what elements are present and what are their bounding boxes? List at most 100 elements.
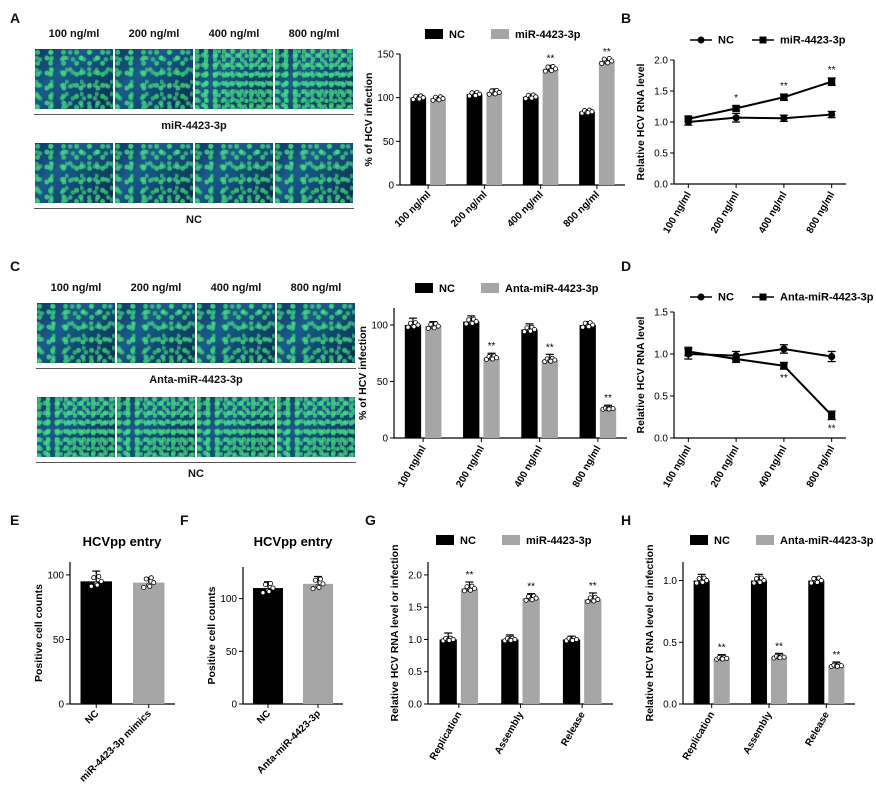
data-point-G — [512, 636, 518, 642]
bar-G — [584, 599, 602, 704]
bar-A — [542, 68, 559, 185]
data-point-H — [808, 580, 814, 586]
data-point-A — [523, 96, 529, 102]
divider — [34, 114, 354, 115]
data-point-H — [757, 579, 763, 585]
y-tick-label-G: 0.0 — [408, 700, 422, 711]
panel-label-b: B — [621, 10, 632, 26]
bar-F — [253, 588, 283, 704]
data-point-H — [724, 655, 730, 661]
data-point-G — [595, 596, 601, 602]
bar-H — [771, 657, 788, 704]
divider — [34, 208, 354, 209]
significance-mark-H: ** — [832, 650, 840, 661]
micro-a-col-2: 200 ng/ml — [128, 28, 180, 40]
x-tick-label-H: Release — [803, 710, 832, 749]
significance-mark-D: ** — [780, 373, 788, 384]
data-point-C — [435, 323, 441, 329]
significance-mark-D: ** — [828, 424, 836, 435]
bar-H — [693, 580, 710, 704]
data-point-D — [828, 411, 836, 419]
bar-G — [439, 639, 457, 704]
y-tick-label-G: 1.0 — [408, 635, 422, 646]
legend-marker-D — [697, 293, 705, 301]
micrograph-tile — [114, 142, 194, 204]
bar-C — [521, 329, 538, 438]
data-point-E — [88, 583, 94, 589]
y-axis-label-H: Relative HCV RNA level or infection — [644, 545, 656, 722]
data-point-F — [262, 582, 268, 588]
significance-mark-B: * — [734, 93, 738, 104]
bar-G — [460, 588, 479, 704]
data-point-A — [476, 91, 482, 97]
x-tick-label-H: Assembly — [741, 710, 774, 757]
data-point-A — [492, 91, 498, 97]
legend-label-C: Anta-miR-4423-3p — [505, 283, 599, 295]
data-point-B — [828, 110, 836, 119]
legend-label-G: NC — [460, 535, 476, 547]
data-point-E — [148, 575, 154, 581]
data-point-C — [490, 356, 496, 362]
data-point-E — [151, 580, 157, 586]
data-point-G — [591, 598, 597, 604]
data-point-G — [523, 597, 529, 603]
legend-label-D: Anta-miR-4423-3p — [780, 292, 874, 304]
y-axis-label-C: % of HCV infection — [357, 326, 369, 420]
bar-C — [404, 324, 422, 438]
y-tick-label-G: 0.5 — [408, 667, 422, 678]
legend-marker-B — [759, 36, 767, 44]
micrograph-tile — [194, 48, 274, 110]
data-point-C — [431, 325, 437, 331]
data-point-E — [147, 583, 153, 589]
data-point-G — [467, 587, 473, 593]
y-tick-label-H: 1.0 — [663, 576, 677, 587]
data-point-A — [589, 109, 595, 115]
x-tick-label-G: Replication — [428, 710, 464, 762]
y-tick-label-E: 0 — [58, 700, 64, 711]
y-tick-label-G: 2.0 — [408, 570, 422, 581]
data-point-A — [472, 93, 478, 99]
y-tick-label-B: 0.5 — [654, 149, 668, 160]
data-point-A — [601, 56, 607, 62]
data-point-C — [425, 325, 431, 331]
panel-label-h: H — [621, 512, 632, 528]
data-point-D — [780, 362, 788, 370]
data-point-G — [529, 597, 535, 603]
legend-label-G: miR-4423-3p — [526, 535, 592, 547]
series-line-D — [688, 350, 833, 417]
significance-mark-B: ** — [828, 65, 836, 76]
data-point-F — [316, 584, 322, 590]
micrograph-tile — [116, 302, 196, 364]
bar-C — [483, 357, 500, 438]
x-tick-label-G: Release — [559, 710, 588, 749]
x-tick-label-A: 200 ng/ml — [449, 189, 490, 230]
data-point-E — [94, 582, 100, 588]
data-point-H — [694, 580, 700, 586]
x-tick-label-E: NC — [83, 708, 101, 726]
data-point-H — [696, 576, 702, 582]
data-point-H — [781, 654, 787, 660]
significance-mark-G: ** — [589, 581, 597, 592]
micrograph-tile — [114, 48, 194, 110]
divider — [36, 462, 356, 463]
chart-title-F: HCVpp entry — [254, 534, 334, 549]
series-line-B — [688, 80, 832, 120]
y-tick-label-F: 100 — [220, 594, 237, 605]
micrograph-tile — [36, 396, 116, 458]
x-tick-label-C: 800 ng/ml — [571, 444, 604, 490]
data-point-H — [761, 578, 767, 584]
significance-mark-G: ** — [466, 570, 474, 581]
micro-c-col-2: 200 ng/ml — [130, 282, 182, 294]
data-point-H — [720, 656, 726, 662]
y-tick-label-A: 150 — [377, 50, 394, 61]
legend-marker-B — [697, 36, 705, 44]
series-line-B — [688, 113, 832, 123]
legend-swatch-G — [436, 535, 454, 545]
data-point-C — [469, 320, 475, 326]
micro-c-col-3: 400 ng/ml — [210, 282, 262, 294]
data-point-C — [590, 322, 596, 328]
significance-mark-C: ** — [488, 341, 496, 352]
significance-mark-H: ** — [718, 643, 726, 654]
x-tick-label-B: 400 ng/ml — [757, 190, 790, 236]
data-point-D — [828, 352, 836, 361]
